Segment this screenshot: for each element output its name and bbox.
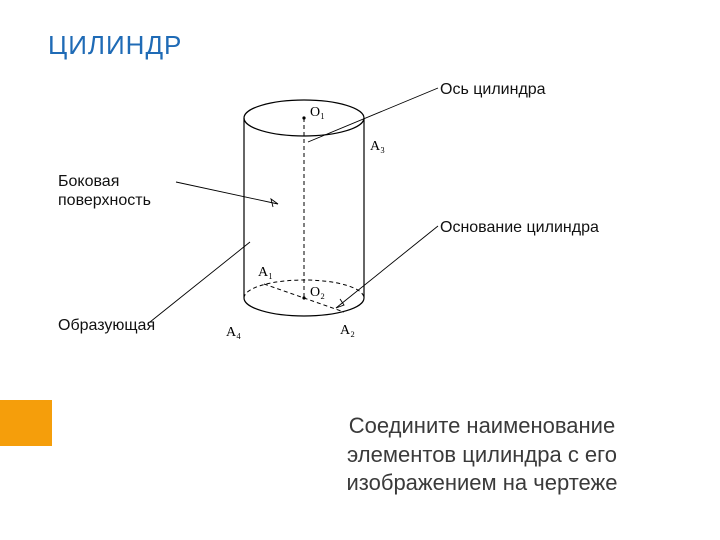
cylinder-bottom-front — [244, 298, 364, 316]
slide-title: ЦИЛИНДР — [48, 30, 182, 61]
leader-axis — [308, 88, 438, 142]
leader-base-arrow — [336, 299, 344, 308]
cylinder-top-ellipse — [244, 100, 364, 136]
label-base: Основание цилиндра — [440, 218, 599, 237]
pt-label-a1: A₁ — [258, 265, 273, 280]
leader-generatrix — [150, 242, 250, 322]
leader-base — [336, 226, 438, 308]
pt-label-o1: O₁ — [310, 105, 325, 120]
pt-label-a3: A₃ — [370, 139, 385, 154]
leader-side-arrow — [271, 199, 278, 207]
slide: ЦИЛИНДР Ось цилиндра Боковая поверхность… — [0, 0, 720, 540]
label-generatrix: Образующая — [58, 316, 155, 335]
pt-label-a2: A₂ — [340, 323, 355, 338]
label-side: Боковая поверхность — [58, 172, 188, 210]
point-o1 — [302, 116, 305, 119]
instruction-text: Соедините наименование элементов цилиндр… — [302, 412, 662, 498]
accent-bar — [0, 400, 52, 446]
cylinder-diameter-a1a2 — [264, 284, 344, 312]
label-axis: Ось цилиндра — [440, 80, 546, 99]
pt-label-o2: O₂ — [310, 285, 325, 300]
cylinder-bottom-back — [244, 280, 364, 298]
pt-label-a4: A₄ — [226, 325, 241, 340]
point-o2 — [302, 296, 305, 299]
leader-side — [176, 182, 278, 204]
